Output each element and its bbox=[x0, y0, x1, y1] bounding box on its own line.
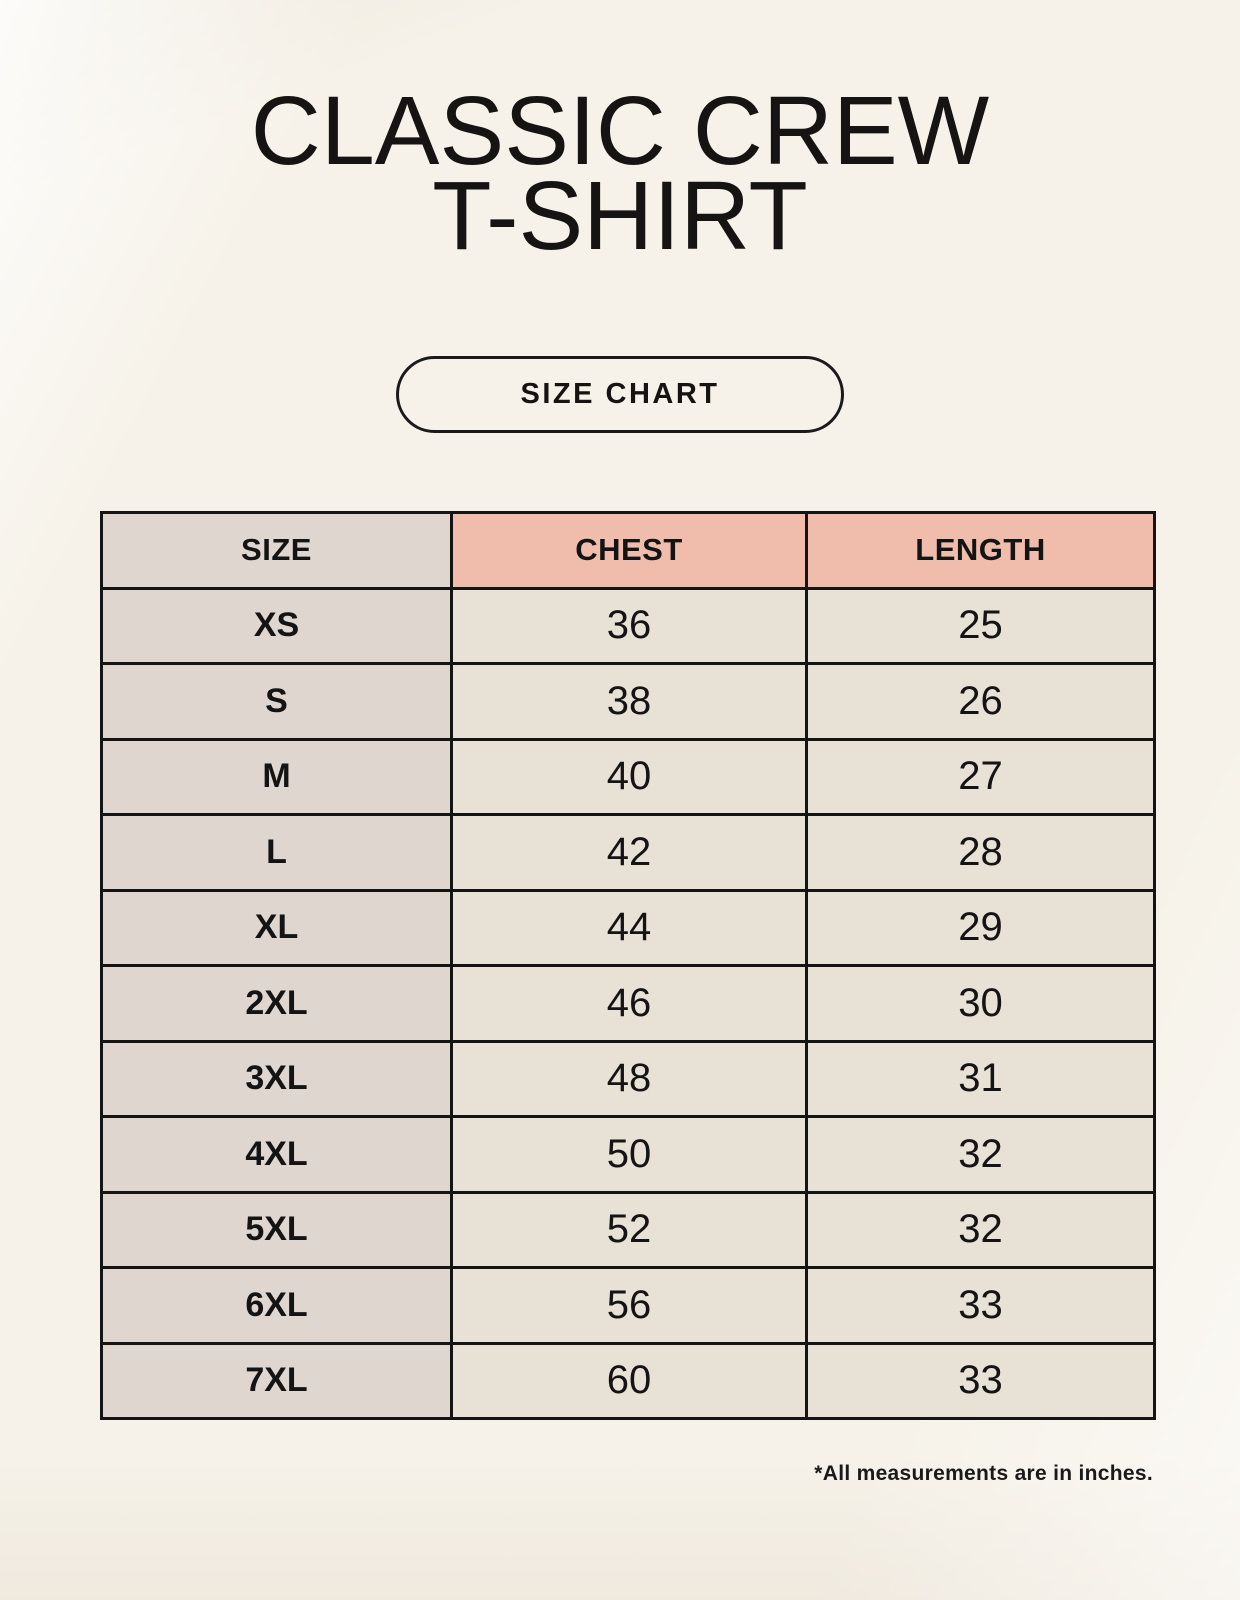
table-row-3xl: 3XL 48 31 bbox=[100, 1039, 1156, 1118]
size-label: L bbox=[100, 813, 453, 892]
length-value: 27 bbox=[805, 737, 1156, 816]
table-row-s: S 38 26 bbox=[100, 662, 1156, 741]
length-value: 26 bbox=[805, 662, 1156, 741]
table-row-xs: XS 36 25 bbox=[100, 586, 1156, 665]
length-value: 25 bbox=[805, 586, 1156, 665]
chest-value: 36 bbox=[450, 586, 808, 665]
table-row-6xl: 6XL 56 33 bbox=[100, 1266, 1156, 1345]
table-row-5xl: 5XL 52 32 bbox=[100, 1190, 1156, 1269]
page-title-line-2: T-SHIRT bbox=[432, 161, 808, 271]
page-title-line-1: CLASSIC CREW bbox=[250, 76, 990, 185]
chest-value: 48 bbox=[450, 1039, 808, 1118]
column-header-chest: CHEST bbox=[450, 511, 808, 590]
chest-value: 38 bbox=[450, 662, 808, 741]
size-label: 3XL bbox=[100, 1039, 453, 1118]
size-label: XS bbox=[100, 586, 453, 665]
length-value: 33 bbox=[805, 1266, 1156, 1345]
column-header-length: LENGTH bbox=[805, 511, 1156, 590]
chest-value: 60 bbox=[450, 1341, 808, 1420]
chest-value: 40 bbox=[450, 737, 808, 816]
table-row-2xl: 2XL 46 30 bbox=[100, 964, 1156, 1043]
size-chart-button[interactable]: SIZE CHART bbox=[396, 356, 844, 433]
column-header-size: SIZE bbox=[100, 511, 453, 590]
table-row-xl: XL 44 29 bbox=[100, 888, 1156, 967]
size-label: M bbox=[100, 737, 453, 816]
size-label: 4XL bbox=[100, 1115, 453, 1194]
chest-value: 50 bbox=[450, 1115, 808, 1194]
table-row-l: L 42 28 bbox=[100, 813, 1156, 892]
chest-value: 42 bbox=[450, 813, 808, 892]
page-title: CLASSIC CREW T-SHIRT bbox=[0, 76, 1240, 271]
length-value: 31 bbox=[805, 1039, 1156, 1118]
length-value: 30 bbox=[805, 964, 1156, 1043]
chest-value: 46 bbox=[450, 964, 808, 1043]
size-label: S bbox=[100, 662, 453, 741]
size-label: 2XL bbox=[100, 964, 453, 1043]
size-label: 5XL bbox=[100, 1190, 453, 1269]
chest-value: 52 bbox=[450, 1190, 808, 1269]
table-row-7xl: 7XL 60 33 bbox=[100, 1341, 1156, 1420]
size-label: 6XL bbox=[100, 1266, 453, 1345]
size-chart-table: SIZE CHEST LENGTH XS 36 25 S 38 26 M 40 … bbox=[100, 511, 1156, 1420]
size-label: XL bbox=[100, 888, 453, 967]
length-value: 32 bbox=[805, 1190, 1156, 1269]
size-chart-button-label: SIZE CHART bbox=[520, 378, 720, 410]
length-value: 32 bbox=[805, 1115, 1156, 1194]
table-row-4xl: 4XL 50 32 bbox=[100, 1115, 1156, 1194]
table-header-row: SIZE CHEST LENGTH bbox=[100, 511, 1156, 590]
length-value: 29 bbox=[805, 888, 1156, 967]
table-row-m: M 40 27 bbox=[100, 737, 1156, 816]
chest-value: 56 bbox=[450, 1266, 808, 1345]
chest-value: 44 bbox=[450, 888, 808, 967]
measurements-note: *All measurements are in inches. bbox=[814, 1462, 1153, 1485]
length-value: 28 bbox=[805, 813, 1156, 892]
length-value: 33 bbox=[805, 1341, 1156, 1420]
size-label: 7XL bbox=[100, 1341, 453, 1420]
